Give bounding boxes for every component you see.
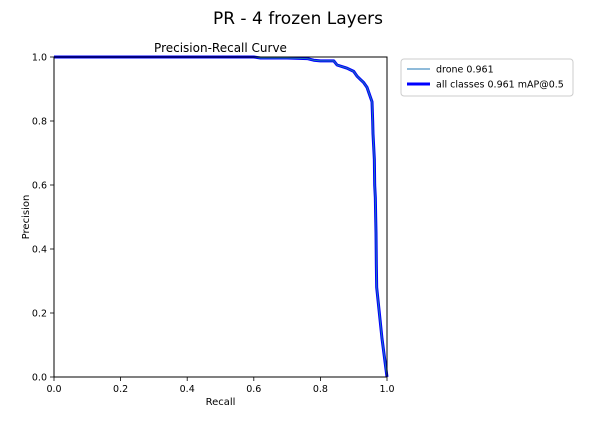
- x-tick-label: 0.8: [313, 384, 328, 395]
- x-tick-label: 0.0: [46, 384, 61, 395]
- plot-frame: [53, 56, 388, 378]
- ticks-layer: 0.0 0.2 0.4 0.6 0.8 1.0 0.0 0.2 0.4 0.6 0.8 1.0: [32, 53, 395, 396]
- legend-box: [400, 58, 574, 97]
- series-line-all-classes: [54, 55, 389, 378]
- legend: drone 0.961 all classes 0.961 mAP@0.5: [400, 58, 574, 97]
- x-tick-label: 1.0: [379, 384, 394, 395]
- x-tick-label: 0.4: [180, 384, 195, 395]
- y-axis-label: Precision: [21, 195, 32, 240]
- series-line-drone: [54, 56, 388, 378]
- y-tick-label: 0.0: [32, 373, 47, 384]
- x-tick-label: 0.2: [113, 384, 128, 395]
- y-tick-label: 0.6: [32, 181, 47, 192]
- x-axis-label: Recall: [206, 397, 236, 408]
- legend-label-drone: drone 0.961: [436, 65, 494, 76]
- figure-title: PR - 4 frozen Layers: [213, 9, 383, 29]
- y-tick-label: 0.8: [32, 117, 47, 128]
- y-tick-label: 0.2: [32, 309, 47, 320]
- legend-label-all-classes: all classes 0.961 mAP@0.5: [436, 80, 564, 91]
- chart-title: Precision-Recall Curve: [154, 41, 287, 55]
- y-tick-label: 0.4: [32, 245, 47, 256]
- x-tick-label: 0.6: [246, 384, 261, 395]
- series-layer: [54, 55, 389, 378]
- y-tick-label: 1.0: [32, 53, 47, 64]
